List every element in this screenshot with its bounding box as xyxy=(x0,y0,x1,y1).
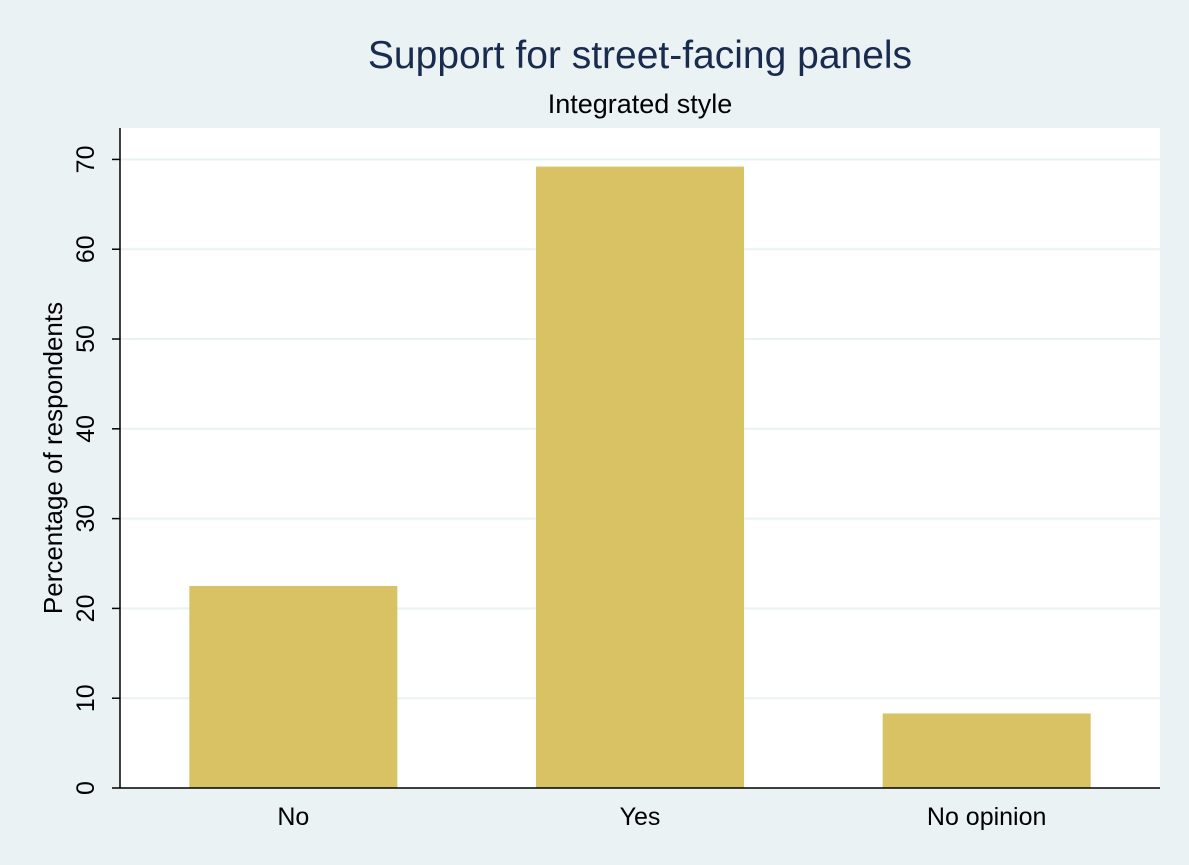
x-tick-label: No xyxy=(277,803,309,831)
y-tick-label: 70 xyxy=(72,146,100,174)
y-tick-label: 20 xyxy=(72,595,100,623)
bar-yes xyxy=(536,166,744,788)
chart-title: Support for street-facing panels xyxy=(368,34,912,77)
y-tick-label: 50 xyxy=(72,325,100,353)
chart-subtitle: Integrated style xyxy=(548,89,733,119)
bar-no xyxy=(189,585,398,788)
bar-no-opinion xyxy=(882,713,1091,788)
x-tick-label: Yes xyxy=(620,803,661,831)
y-tick-label: 60 xyxy=(72,235,100,263)
y-tick-label: 0 xyxy=(72,781,100,795)
x-axis-ticks: No Yes No opinion xyxy=(277,803,1046,831)
y-axis-label: Percentage of respondents xyxy=(38,302,68,614)
y-tick-label: 10 xyxy=(72,684,100,712)
y-tick-label: 40 xyxy=(72,415,100,443)
x-tick-label: No opinion xyxy=(927,803,1047,831)
y-axis-ticks: 0 10 20 30 40 50 60 70 xyxy=(72,146,120,795)
y-tick-label: 30 xyxy=(72,505,100,533)
bars xyxy=(189,166,1091,788)
